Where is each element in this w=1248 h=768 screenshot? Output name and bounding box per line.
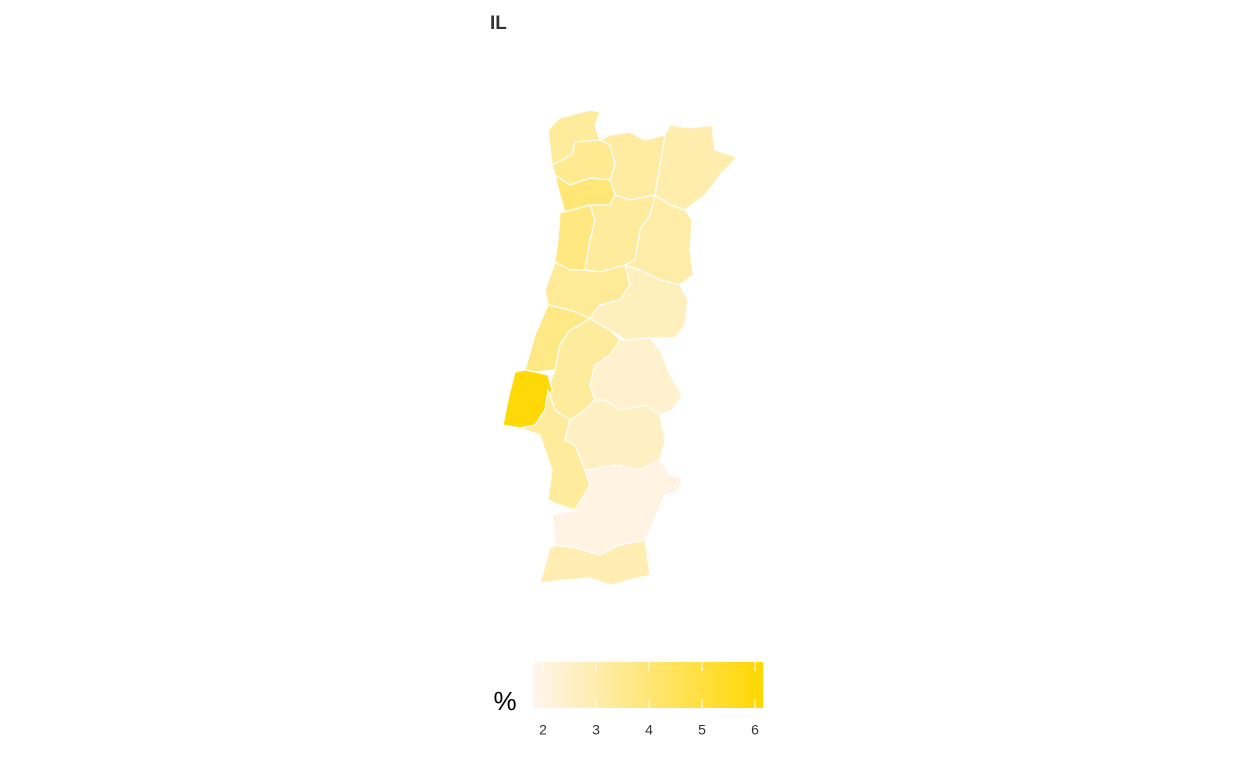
map-title: IL (490, 13, 507, 34)
colorbar-tick-label: 4 (645, 722, 653, 738)
colorbar-tick-label: 5 (698, 722, 706, 738)
colorbar (533, 662, 763, 708)
region (654, 124, 738, 211)
region (564, 399, 666, 471)
legend-title: % (493, 686, 516, 716)
colorbar-tick-label: 2 (539, 722, 547, 738)
regions (502, 109, 738, 586)
colorbar-tick-label: 6 (751, 722, 759, 738)
region (539, 539, 651, 586)
colorbar-tick-label: 3 (592, 722, 600, 738)
